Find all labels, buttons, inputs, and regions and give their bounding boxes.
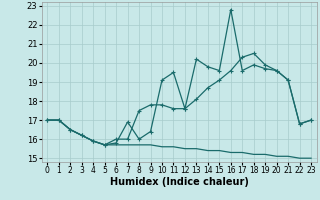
X-axis label: Humidex (Indice chaleur): Humidex (Indice chaleur)	[110, 177, 249, 187]
